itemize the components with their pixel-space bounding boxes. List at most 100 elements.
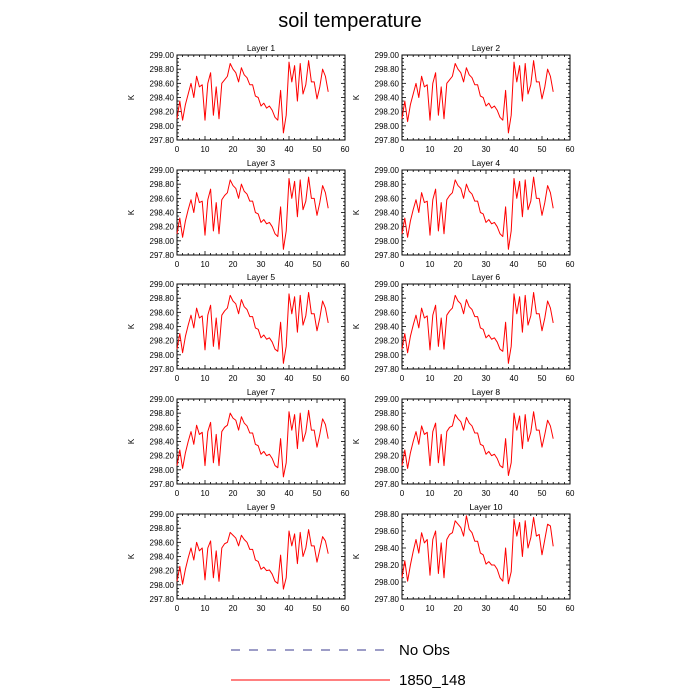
panel-title: Layer 8	[472, 387, 501, 397]
y-tick-label: 298.00	[375, 578, 400, 587]
plot-frame	[401, 513, 571, 600]
series-line	[401, 411, 554, 476]
x-tick-label: 0	[175, 604, 180, 613]
y-tick-label: 298.80	[375, 65, 400, 74]
panel-layer-8: Layer 8 0 10 20 30 40 50 60 297.80 298.00 298.20 29…	[352, 387, 575, 498]
x-tick-label: 60	[566, 489, 575, 498]
plot-frame	[401, 54, 571, 141]
y-tick-label: 298.60	[375, 308, 400, 317]
y-tick-label: 299.00	[150, 166, 175, 175]
x-tick-label: 10	[201, 260, 210, 269]
x-tick-label: 40	[510, 374, 519, 383]
panel-layer-6: Layer 6 0 10 20 30 40 50 60 297.80 298.00 298.20 29…	[352, 272, 575, 383]
legend-label: 1850_148	[399, 672, 466, 689]
y-tick-label: 298.60	[150, 194, 175, 203]
y-tick-label: 298.00	[375, 122, 400, 131]
x-tick-label: 40	[510, 260, 519, 269]
y-axis-label: K	[352, 553, 361, 559]
series-line	[176, 176, 329, 250]
y-axis-label: K	[352, 209, 361, 215]
y-tick-label: 298.40	[150, 438, 175, 447]
y-axis-label: K	[352, 323, 361, 329]
y-tick-label: 298.80	[375, 409, 400, 418]
y-tick-label: 299.00	[150, 395, 175, 404]
y-tick-label: 298.00	[375, 466, 400, 475]
y-tick-label: 298.00	[150, 351, 175, 360]
x-tick-label: 60	[341, 260, 350, 269]
y-tick-label: 299.00	[150, 510, 175, 519]
x-tick-label: 50	[538, 145, 547, 154]
y-tick-label: 298.80	[150, 524, 175, 533]
panels: Layer 10 10 20 30 40 50 60297.80298.00298.2029…	[127, 43, 575, 613]
y-tick-label: 298.00	[150, 122, 175, 131]
x-tick-label: 30	[257, 489, 266, 498]
panel-layer-4: Layer 4 0 10 20 30 40 50 60 297.80 298.00 298.20 29…	[352, 158, 575, 269]
panel-layer-1: Layer 1 0 10 20 30 40 50 60 297.80 298.00 298.20 29…	[127, 43, 350, 154]
y-tick-label: 298.20	[150, 337, 175, 346]
y-tick-label: 299.00	[375, 166, 400, 175]
y-tick-label: 298.20	[150, 452, 175, 461]
series-line	[401, 60, 554, 134]
y-tick-label: 297.80	[375, 251, 400, 260]
x-tick-label: 50	[538, 374, 547, 383]
y-tick-label: 298.40	[150, 553, 175, 562]
y-tick-label: 297.80	[375, 480, 400, 489]
x-tick-label: 30	[257, 260, 266, 269]
x-tick-label: 60	[566, 260, 575, 269]
y-tick-label: 298.20	[375, 223, 400, 232]
panel-layer-10: Layer 10 0 10 20 30 40 50 60 297.80 298.00 298.20 2…	[352, 502, 575, 613]
plot-frame	[401, 169, 571, 256]
y-tick-label: 298.80	[150, 294, 175, 303]
x-tick-label: 20	[454, 489, 463, 498]
panel-title: Layer 2	[472, 43, 501, 53]
y-tick-label: 298.20	[375, 452, 400, 461]
y-tick-label: 297.80	[375, 595, 400, 604]
x-tick-label: 60	[566, 145, 575, 154]
x-tick-label: 10	[426, 145, 435, 154]
y-tick-label: 297.80	[150, 136, 175, 145]
y-tick-label: 298.80	[150, 409, 175, 418]
y-tick-label: 298.20	[150, 108, 175, 117]
x-tick-label: 0	[175, 260, 180, 269]
y-tick-label: 299.00	[375, 395, 400, 404]
y-tick-label: 299.00	[150, 280, 175, 289]
y-axis-label: K	[127, 323, 136, 329]
series-line	[401, 176, 554, 250]
y-tick-label: 298.80	[150, 65, 175, 74]
y-tick-label: 298.40	[375, 94, 400, 103]
panel-layer-5: Layer 5 0 10 20 30 40 50 60 297.80 298.00 298.20 29…	[127, 272, 350, 383]
y-tick-label: 298.60	[375, 79, 400, 88]
x-tick-label: 20	[454, 604, 463, 613]
x-tick-label: 0	[400, 374, 405, 383]
panel-title: Layer 6	[472, 272, 501, 282]
x-tick-label: 60	[341, 374, 350, 383]
y-tick-label: 297.80	[150, 251, 175, 260]
x-tick-label: 10	[201, 604, 210, 613]
panel-title: Layer 9	[247, 502, 276, 512]
y-tick-label: 297.80	[150, 365, 175, 374]
x-tick-label: 30	[482, 374, 491, 383]
y-tick-label: 298.80	[375, 294, 400, 303]
x-tick-label: 0	[175, 145, 180, 154]
y-tick-label: 299.00	[375, 51, 400, 60]
x-tick-label: 0	[400, 260, 405, 269]
x-tick-label: 20	[454, 374, 463, 383]
plot-frame	[176, 398, 346, 485]
y-tick-label: 298.00	[150, 466, 175, 475]
panel-title: Layer 4	[472, 158, 501, 168]
y-tick-label: 298.20	[150, 223, 175, 232]
x-tick-label: 10	[426, 604, 435, 613]
x-tick-label: 60	[566, 604, 575, 613]
y-tick-label: 298.40	[150, 209, 175, 218]
x-tick-label: 40	[510, 145, 519, 154]
y-tick-label: 298.40	[375, 544, 400, 553]
x-tick-label: 60	[566, 374, 575, 383]
panel-layer-2: Layer 2 0 10 20 30 40 50 60 297.80 298.00 298.20 29…	[352, 43, 575, 154]
x-tick-label: 30	[482, 260, 491, 269]
x-tick-label: 0	[400, 489, 405, 498]
panel-layer-3: Layer 3 0 10 20 30 40 50 60 297.80 298.00 298.20 29…	[127, 158, 350, 269]
plot-frame	[176, 513, 346, 600]
panel-title: Layer 3	[247, 158, 276, 168]
y-tick-label: 298.00	[375, 351, 400, 360]
x-tick-label: 20	[229, 604, 238, 613]
